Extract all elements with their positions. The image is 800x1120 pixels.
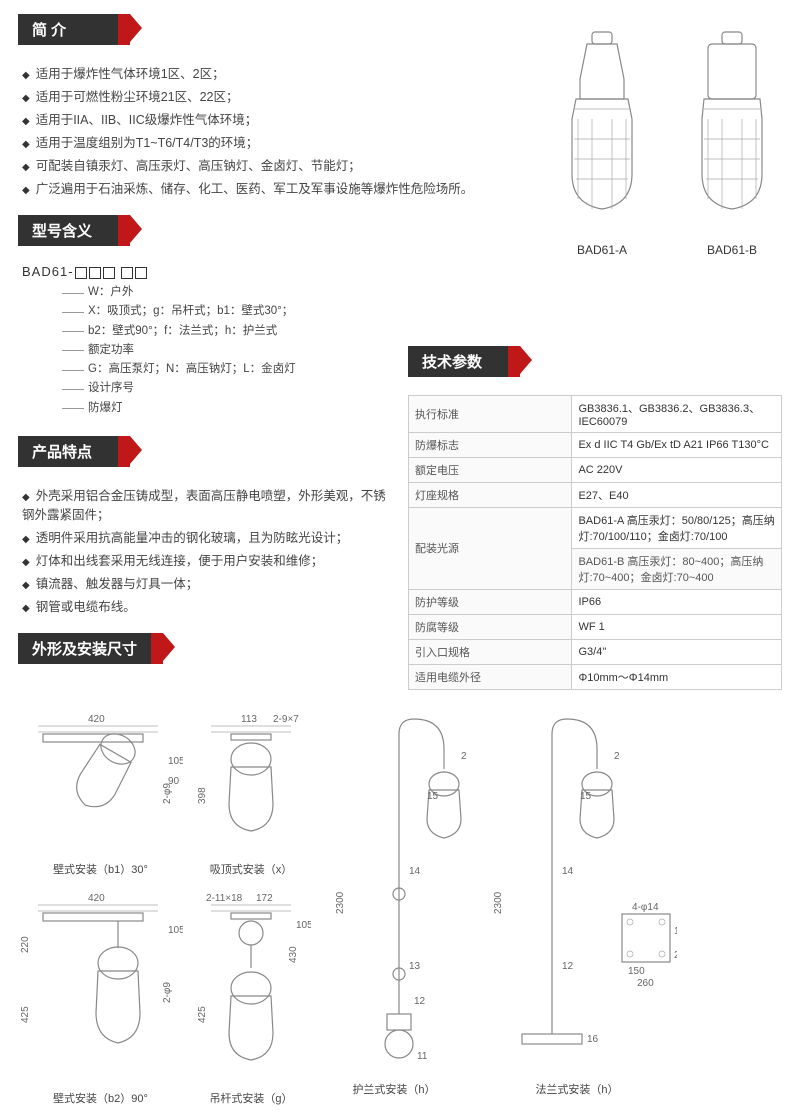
svg-text:172: 172 (256, 893, 273, 904)
svg-text:13: 13 (409, 961, 421, 972)
intro-bullet-item: 可配装自镇汞灯、高压汞灯、高压钠灯、金卤灯、节能灯； (22, 153, 532, 176)
table-row: 适用电缆外径Φ10mm～Φ14mm (409, 664, 782, 689)
table-row: 防腐等级WF 1 (409, 614, 782, 639)
features-bullets: 外壳采用铝合金压铸成型，表面高压静电喷塑，外形美观，不锈钢外露紧固件；透明件采用… (22, 483, 388, 617)
svg-text:14: 14 (409, 866, 421, 877)
diagram-b2: 420 105 220 425 2-φ9 (18, 883, 183, 1083)
table-row: 额定电压AC 220V (409, 457, 782, 482)
svg-text:220: 220 (20, 936, 31, 953)
feature-bullet-item: 镇流器、触发器与灯具一体； (22, 571, 388, 594)
specs-table: 执行标准GB3836.1、GB3836.2、GB3836.3、IEC60079防… (408, 395, 782, 690)
feature-bullet-item: 灯体和出线套采用无线连接，便于用户安装和维修； (22, 548, 388, 571)
svg-text:150: 150 (674, 926, 677, 937)
svg-text:2300: 2300 (493, 891, 504, 914)
svg-text:420: 420 (88, 714, 105, 725)
svg-text:420: 420 (88, 893, 105, 904)
model-tree-item: W：户外 (62, 283, 532, 302)
model-header: 型号含义 (18, 215, 118, 246)
diagram-b2-label: 壁式安装（b2）90° (18, 1090, 183, 1106)
svg-text:105: 105 (168, 756, 183, 767)
specs-header: 技术参数 (408, 346, 508, 377)
diagram-b1-label: 壁式安装（b1）30° (18, 861, 183, 877)
diagram-x-label: 吸顶式安装（x） (191, 861, 311, 877)
svg-text:4-φ14: 4-φ14 (632, 902, 659, 913)
model-tree-item: X：吸顶式；g：吊杆式；b1：壁式30°； (62, 302, 532, 321)
svg-text:150: 150 (628, 966, 645, 977)
svg-text:2: 2 (461, 751, 467, 762)
model-meaning: BAD61- W：户外X：吸顶式；g：吊杆式；b1：壁式30°；b2：壁式90°… (22, 264, 532, 418)
dims-header: 外形及安装尺寸 (18, 633, 151, 664)
svg-text:2300: 2300 (335, 891, 346, 914)
svg-text:398: 398 (197, 787, 208, 804)
dimension-diagrams: 420 105 90 2-φ9 壁式安装（b1）30° (18, 704, 782, 1106)
svg-text:14: 14 (562, 866, 574, 877)
svg-text:15: 15 (427, 791, 439, 802)
svg-text:12: 12 (562, 961, 574, 972)
intro-bullet-item: 适用于爆炸性气体环境1区、2区； (22, 61, 532, 84)
intro-bullet-item: 适用于可燃性粉尘环境21区、22区； (22, 84, 532, 107)
svg-text:425: 425 (197, 1006, 208, 1023)
diagram-b1: 420 105 90 2-φ9 (18, 704, 183, 854)
table-row: 防爆标志Ex d IIC T4 Gb/Ex tD A21 IP66 T130°C (409, 432, 782, 457)
svg-text:12: 12 (414, 996, 426, 1007)
svg-text:105: 105 (168, 925, 183, 936)
intro-bullet-item: 适用于IIA、IIB、IIC级爆炸性气体环境； (22, 107, 532, 130)
svg-text:113: 113 (241, 714, 257, 725)
diagram-x: 113 2-9×7 398 (191, 704, 311, 854)
model-prefix: BAD61- (22, 264, 74, 279)
diagram-h-guard: 2300 2 15 14 13 12 11 (319, 704, 469, 1074)
table-row: 灯座规格E27、E40 (409, 482, 782, 507)
intro-header: 简 介 (18, 14, 118, 45)
product-a-image (552, 24, 652, 234)
table-row: 引入口规格G3/4" (409, 639, 782, 664)
product-b-image (682, 24, 782, 234)
model-tree-item: 设计序号 (62, 379, 532, 398)
svg-text:425: 425 (20, 1006, 31, 1023)
intro-bullet-item: 适用于温度组别为T1~T6/T4/T3的环境； (22, 130, 532, 153)
svg-text:16: 16 (587, 1034, 599, 1045)
svg-text:430: 430 (288, 946, 299, 963)
feature-bullet-item: 外壳采用铝合金压铸成型，表面高压静电喷塑，外形美观，不锈钢外露紧固件； (22, 483, 388, 525)
product-images: BAD61-A (552, 14, 782, 257)
svg-text:200: 200 (674, 950, 677, 961)
svg-text:105: 105 (296, 920, 311, 931)
table-row: 防护等级IP66 (409, 589, 782, 614)
product-b-label: BAD61-B (682, 243, 782, 257)
diagram-g-label: 吊杆式安装（g） (191, 1090, 311, 1106)
diagram-h-flange: 2300 2 15 14 12 16 4-φ14 150 200 150 260 (477, 704, 677, 1074)
svg-text:2: 2 (614, 751, 620, 762)
diagram-h-flange-label: 法兰式安装（h） (477, 1081, 677, 1097)
product-a-label: BAD61-A (552, 243, 652, 257)
intro-bullets: 适用于爆炸性气体环境1区、2区；适用于可燃性粉尘环境21区、22区；适用于IIA… (22, 61, 532, 199)
svg-text:15: 15 (580, 791, 592, 802)
svg-text:2-9×7: 2-9×7 (273, 714, 299, 725)
feature-bullet-item: 钢管或电缆布线。 (22, 594, 388, 617)
table-row: 配装光源BAD61-A 高压汞灯：50/80/125；高压纳灯:70/100/1… (409, 507, 782, 548)
svg-text:2-φ9: 2-φ9 (162, 981, 173, 1002)
svg-text:2-11×18: 2-11×18 (206, 893, 243, 904)
diagram-h-guard-label: 护兰式安装（h） (319, 1081, 469, 1097)
model-tree-item: b2：壁式90°；f：法兰式；h：护兰式 (62, 322, 532, 341)
diagram-g: 172 2-11×18 105 430 425 (191, 883, 311, 1083)
features-header: 产品特点 (18, 436, 118, 467)
svg-text:11: 11 (417, 1051, 428, 1062)
svg-text:2-φ9: 2-φ9 (162, 782, 173, 803)
feature-bullet-item: 透明件采用抗高能量冲击的钢化玻璃，且为防眩光设计； (22, 525, 388, 548)
svg-text:260: 260 (637, 978, 654, 989)
model-tree-item: 防爆灯 (62, 399, 532, 418)
intro-bullet-item: 广泛遍用于石油采炼、储存、化工、医药、军工及军事设施等爆炸性危险场所。 (22, 176, 532, 199)
